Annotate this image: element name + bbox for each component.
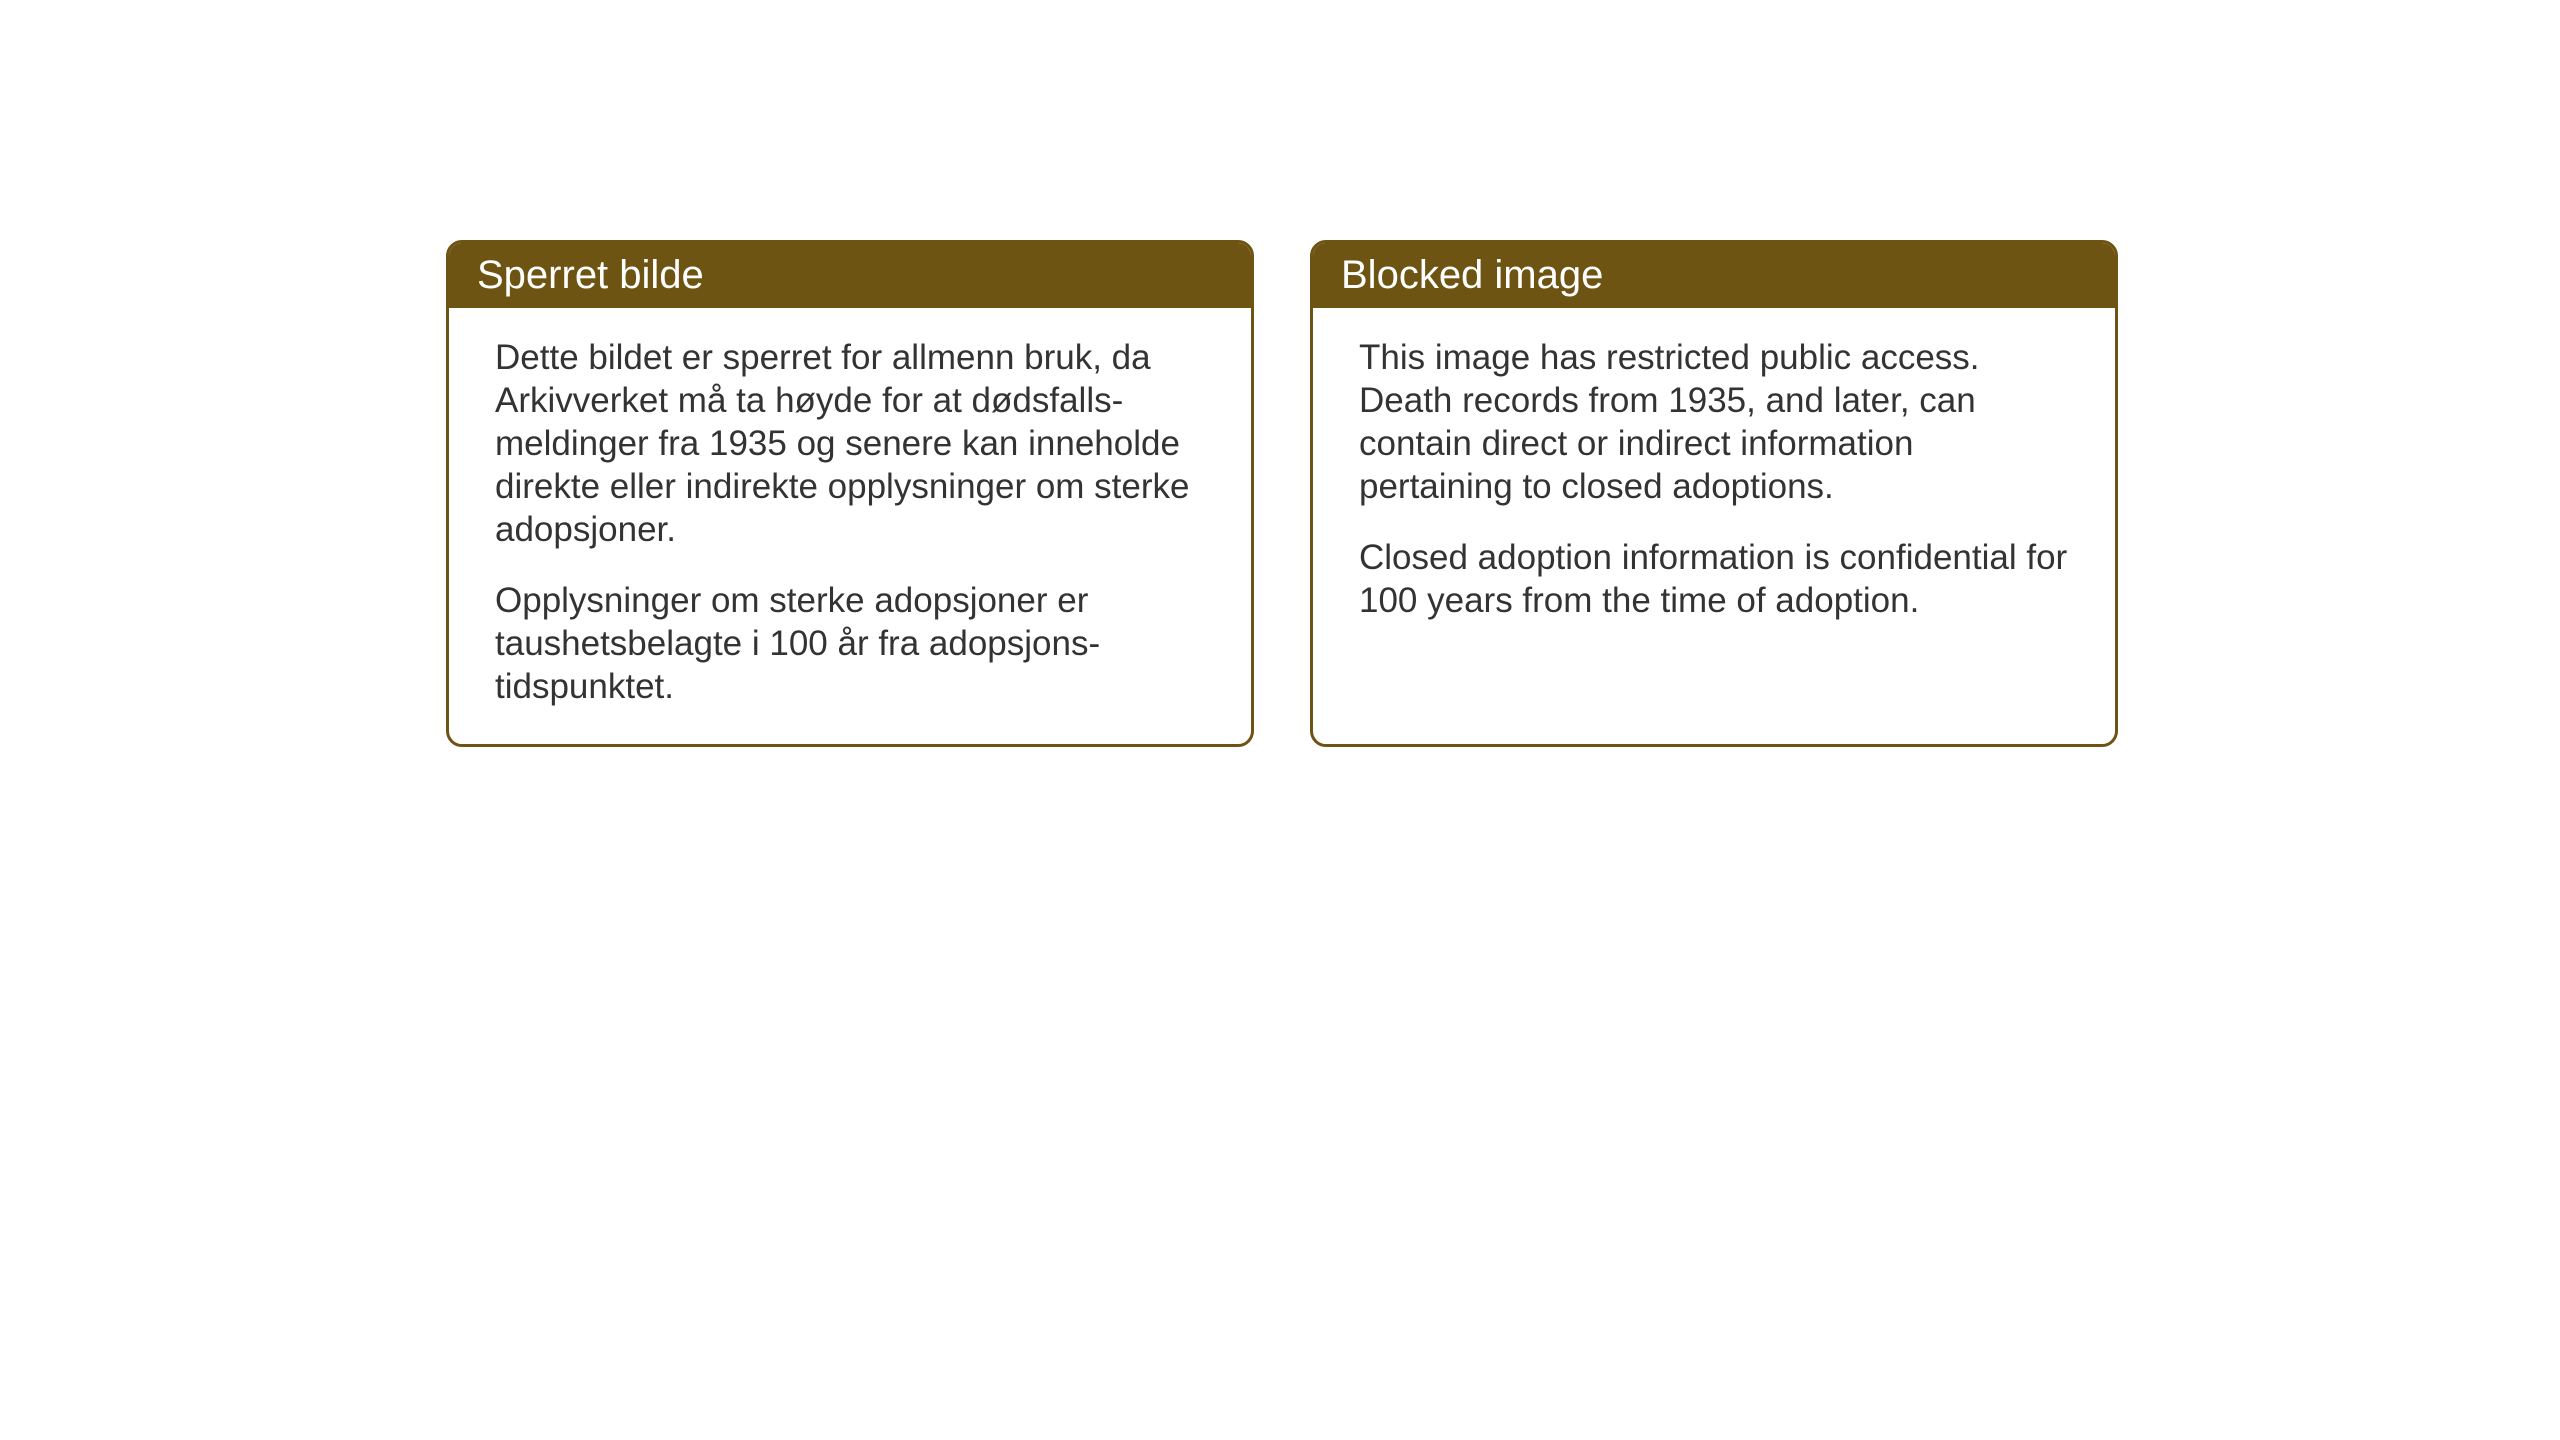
notice-container: Sperret bilde Dette bildet er sperret fo… <box>446 240 2118 747</box>
norwegian-card-body: Dette bildet er sperret for allmenn bruk… <box>449 308 1251 744</box>
norwegian-paragraph-1: Dette bildet er sperret for allmenn bruk… <box>495 336 1205 551</box>
english-paragraph-2: Closed adoption information is confident… <box>1359 536 2069 622</box>
norwegian-title: Sperret bilde <box>477 253 704 297</box>
english-title: Blocked image <box>1341 253 1603 297</box>
english-card-body: This image has restricted public access.… <box>1313 308 2115 658</box>
norwegian-card-header: Sperret bilde <box>449 243 1251 308</box>
english-paragraph-1: This image has restricted public access.… <box>1359 336 2069 508</box>
english-card-header: Blocked image <box>1313 243 2115 308</box>
english-card: Blocked image This image has restricted … <box>1310 240 2118 747</box>
norwegian-card: Sperret bilde Dette bildet er sperret fo… <box>446 240 1254 747</box>
norwegian-paragraph-2: Opplysninger om sterke adopsjoner er tau… <box>495 579 1205 708</box>
